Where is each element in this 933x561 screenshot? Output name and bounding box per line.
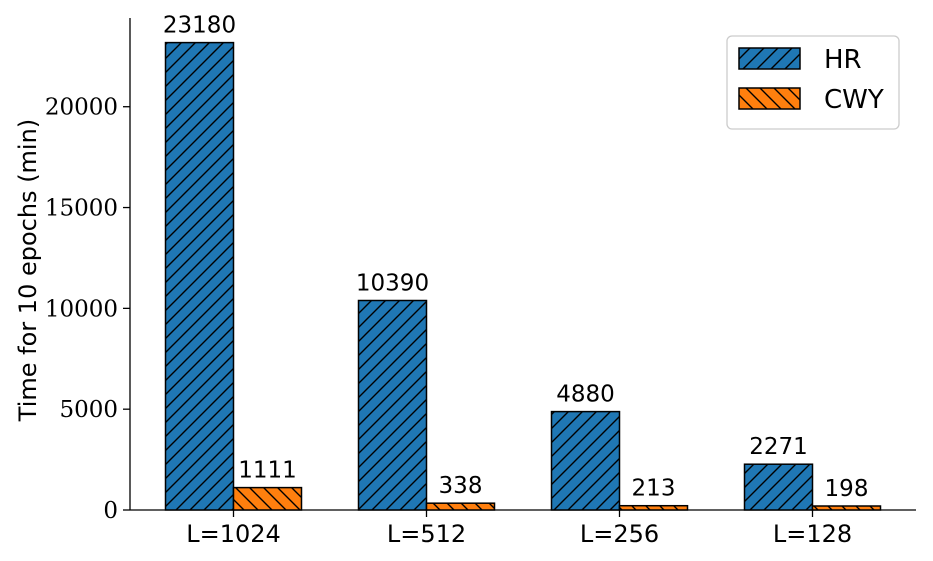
- bar-hatch-hr: [164, 41, 235, 511]
- x-axis: L=1024 L=512 L=256 L=128: [130, 509, 916, 548]
- legend-label-cwy: CWY: [824, 85, 884, 115]
- legend-swatch-hatch: [738, 47, 801, 70]
- x-tick-label: L=256: [580, 520, 659, 548]
- bar-hatch-cwy: [618, 504, 689, 511]
- bar-labels-group: 23180 1111 10390 338 4880 213 2271 198: [163, 13, 869, 502]
- y-axis: 0 5000 10000 15000 20000: [45, 18, 131, 524]
- bar-hatch-hr: [357, 299, 428, 511]
- bar-value-label: 338: [439, 473, 483, 499]
- y-tick-label: 0: [103, 498, 118, 524]
- legend-label-hr: HR: [824, 45, 862, 75]
- x-tick-label: L=128: [773, 520, 852, 548]
- bar-hatch-cwy: [425, 502, 496, 511]
- bar-value-label: 213: [632, 476, 676, 502]
- legend-swatch-hatch: [738, 87, 801, 110]
- legend: HR CWY: [726, 35, 900, 130]
- bar-hatch-cwy: [811, 505, 882, 511]
- bars-group: [164, 41, 882, 511]
- x-tick-label: L=512: [387, 520, 466, 548]
- x-tick-label: L=1024: [186, 520, 281, 548]
- bar-hatch-cwy: [232, 486, 303, 511]
- bar-value-label: 4880: [556, 382, 615, 408]
- y-axis-title: Time for 10 epochs (min): [14, 119, 42, 422]
- bar-hatch-hr: [550, 410, 621, 511]
- bar-value-label: 10390: [356, 270, 429, 296]
- bar-value-label: 23180: [163, 13, 236, 39]
- y-tick-label: 20000: [45, 95, 118, 121]
- bar-value-label: 1111: [238, 458, 297, 484]
- y-tick-label: 5000: [59, 397, 118, 423]
- bar-value-label: 198: [825, 476, 869, 502]
- bar-value-label: 2271: [749, 434, 808, 460]
- bar-hatch-hr: [743, 463, 814, 511]
- y-tick-label: 15000: [45, 196, 118, 222]
- y-tick-label: 10000: [45, 296, 118, 322]
